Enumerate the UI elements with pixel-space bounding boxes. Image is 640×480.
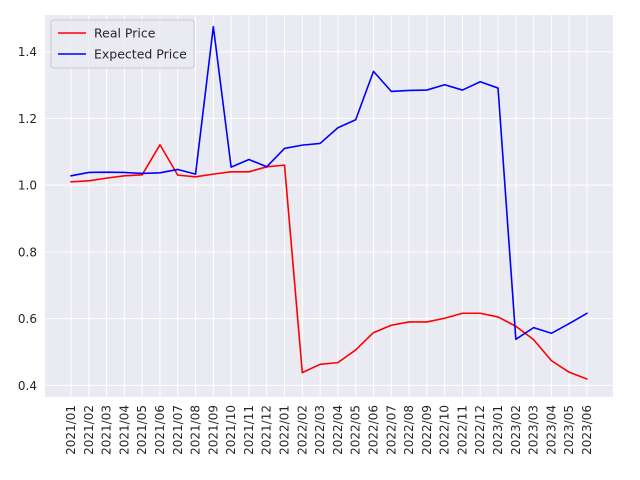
x-tick-label: 2023/06 (580, 405, 594, 455)
legend-label-expected-price: Expected Price (94, 47, 187, 62)
x-tick-label: 2023/05 (562, 405, 576, 455)
x-tick-label: 2022/05 (349, 405, 363, 455)
x-tick-label: 2021/08 (189, 405, 203, 455)
plot-background (45, 15, 613, 397)
y-tick-label: 0.6 (18, 312, 37, 326)
x-tick-label: 2021/02 (82, 405, 96, 455)
series-line-expected-price (70, 25, 588, 341)
x-tick-label: 2023/02 (509, 405, 523, 455)
legend-label-real-price: Real Price (94, 26, 156, 41)
x-tick-label: 2022/02 (295, 405, 309, 455)
x-tick-label: 2021/10 (224, 405, 238, 455)
x-tick-label: 2023/04 (544, 405, 558, 455)
x-tick-label: 2021/06 (153, 405, 167, 455)
series-line-real-price (70, 143, 588, 380)
x-tick-label: 2022/08 (402, 405, 416, 455)
x-tick-label: 2022/11 (455, 405, 469, 455)
x-tick-label: 2021/11 (242, 405, 256, 455)
x-tick-label: 2023/01 (491, 405, 505, 455)
x-tick-label: 2021/12 (260, 405, 274, 455)
x-tick-label: 2022/03 (313, 405, 327, 455)
series-lines (70, 25, 588, 380)
y-tick-label: 1.2 (18, 112, 37, 126)
x-tick-label: 2021/07 (171, 405, 185, 455)
y-tick-label: 1.0 (18, 179, 37, 193)
x-tick-label: 2022/04 (331, 405, 345, 455)
legend-box (50, 19, 195, 69)
x-tick-label: 2023/03 (527, 405, 541, 455)
x-tick-label: 2021/04 (117, 405, 131, 455)
x-axis-ticks: 2021/01 2021/02 2021/03 2021/04 2021/05 2021/… (64, 405, 594, 455)
y-tick-label: 0.4 (18, 379, 37, 393)
x-tick-label: 2022/10 (438, 405, 452, 455)
x-tick-label: 2021/03 (100, 405, 114, 455)
x-tick-label: 2022/06 (366, 405, 380, 455)
x-tick-label: 2022/09 (420, 405, 434, 455)
y-tick-label: 1.4 (18, 45, 37, 59)
x-tick-label: 2022/12 (473, 405, 487, 455)
y-axis-ticks: 0.4 0.6 0.8 1.0 1.2 1.4 (18, 45, 37, 393)
legend: Real Price Expected Price (50, 19, 195, 69)
x-tick-label: 2021/09 (206, 405, 220, 455)
x-tick-label: 2021/01 (64, 405, 78, 455)
y-tick-label: 0.8 (18, 245, 37, 259)
x-tick-label: 2021/05 (135, 405, 149, 455)
x-tick-label: 2022/01 (278, 405, 292, 455)
x-tick-label: 2022/07 (384, 405, 398, 455)
